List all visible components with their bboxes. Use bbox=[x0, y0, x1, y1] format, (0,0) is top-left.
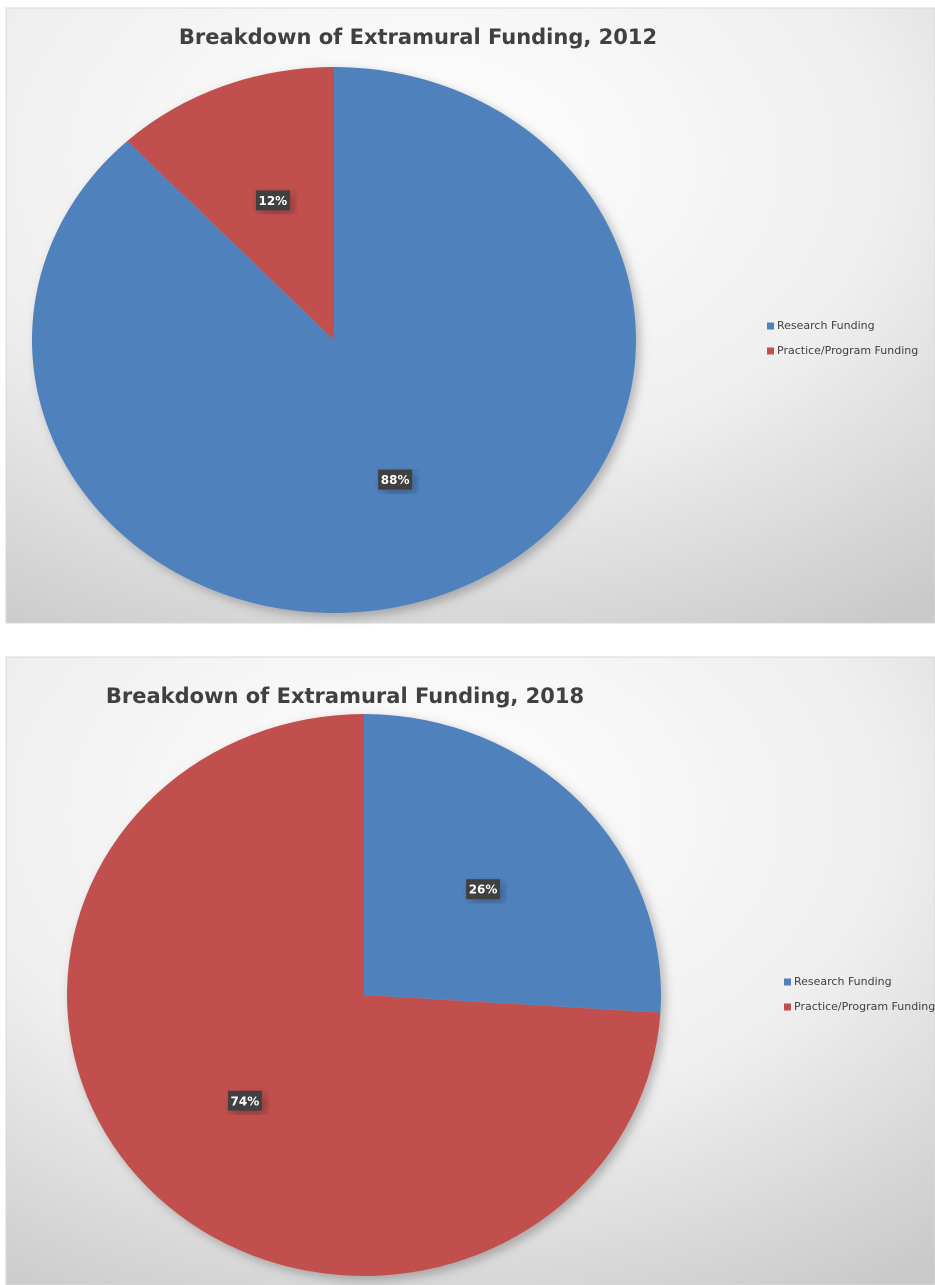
chart-title: Breakdown of Extramural Funding, 2012 bbox=[179, 25, 657, 49]
chart-title: Breakdown of Extramural Funding, 2018 bbox=[106, 684, 584, 708]
data-label: 74% bbox=[231, 1094, 260, 1108]
data-label: 12% bbox=[258, 194, 287, 208]
legend-swatch bbox=[784, 978, 791, 986]
pie-slice bbox=[66, 714, 661, 1276]
pie bbox=[31, 66, 636, 613]
data-label: 88% bbox=[381, 473, 410, 487]
data-label-box bbox=[255, 190, 290, 211]
legend-label: Practice/Program Funding bbox=[794, 1000, 935, 1013]
data-label-box bbox=[227, 1090, 262, 1111]
pie-slice bbox=[364, 714, 661, 1013]
legend-label: Research Funding bbox=[777, 319, 875, 332]
legend-label: Practice/Program Funding bbox=[777, 344, 918, 357]
legend-swatch bbox=[784, 1003, 791, 1011]
data-label-box bbox=[466, 879, 501, 900]
legend-swatch bbox=[767, 347, 774, 355]
data-label-box bbox=[378, 469, 413, 490]
pie bbox=[66, 714, 661, 1276]
pie-slice bbox=[127, 66, 334, 340]
data-label: 26% bbox=[469, 883, 498, 897]
legend-swatch bbox=[767, 322, 774, 330]
legend-label: Research Funding bbox=[794, 975, 892, 988]
